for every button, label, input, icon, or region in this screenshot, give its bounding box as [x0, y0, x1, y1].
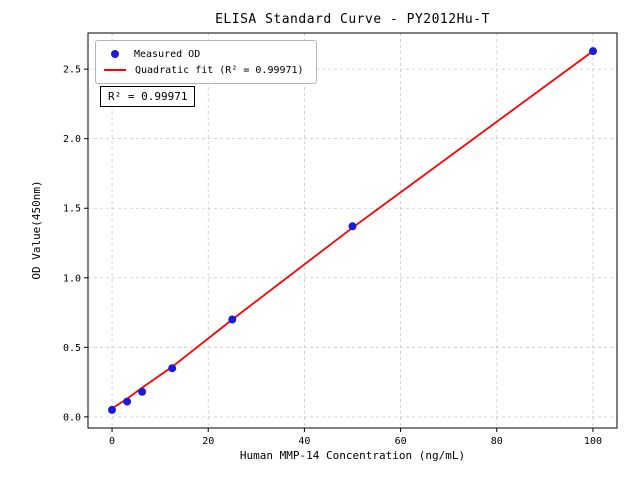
y-tick-label: 0.0	[63, 412, 81, 423]
x-tick-label: 100	[584, 436, 602, 447]
y-tick-label: 1.0	[63, 273, 81, 284]
x-tick-label: 20	[202, 436, 214, 447]
data-point	[123, 397, 132, 406]
r-squared-annotation: R² = 0.99971	[100, 86, 196, 107]
y-tick-label: 0.5	[63, 343, 81, 354]
legend-entry-quadratic-fit: Quadratic fit (R² = 0.99971)	[104, 62, 304, 78]
x-tick-label: 80	[491, 436, 503, 447]
y-axis-label: OD Value(450nm)	[30, 180, 43, 280]
x-tick-label: 0	[109, 436, 115, 447]
data-point	[168, 364, 177, 373]
data-point	[348, 222, 357, 231]
data-point	[108, 405, 116, 414]
plot-frame	[87, 32, 618, 429]
y-tick-label: 2.0	[63, 134, 81, 145]
legend-label-measured-od: Measured OD	[134, 48, 201, 60]
line-marker-icon	[104, 69, 126, 71]
legend-entry-measured-od: Measured OD	[104, 46, 304, 62]
y-tick-label: 1.5	[63, 204, 81, 215]
data-point	[138, 387, 147, 396]
data-point	[589, 47, 597, 56]
legend: Measured OD Quadratic fit (R² = 0.99971)	[95, 40, 317, 84]
x-tick-label: 40	[298, 436, 310, 447]
scatter-marker-icon	[111, 50, 119, 58]
x-axis-label: Human MMP-14 Concentration (ng/mL)	[239, 449, 466, 462]
chart-title: ELISA Standard Curve - PY2012Hu-T	[215, 12, 490, 27]
x-tick-label: 60	[395, 436, 407, 447]
data-point	[228, 315, 237, 324]
legend-label-quadratic-fit: Quadratic fit (R² = 0.99971)	[135, 64, 304, 76]
y-tick-label: 2.5	[63, 65, 81, 76]
